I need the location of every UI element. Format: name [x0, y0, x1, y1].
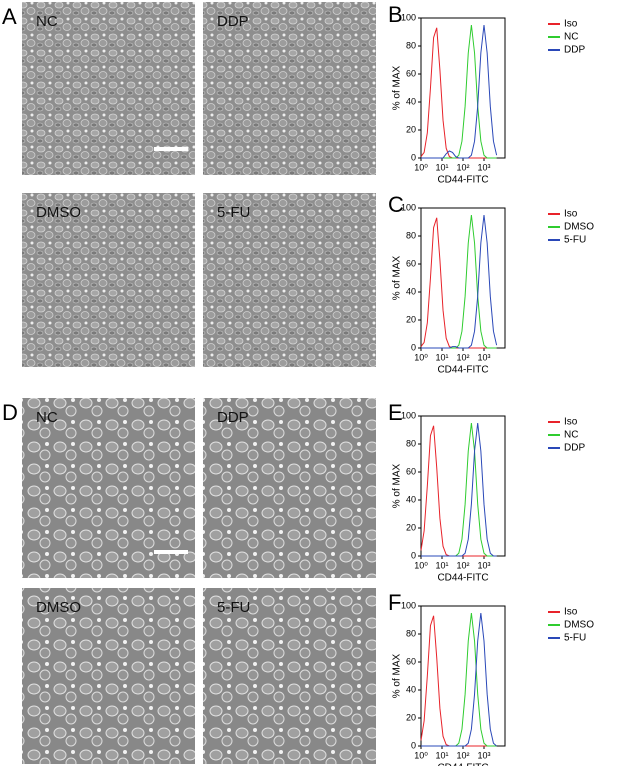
image-label: DMSO [36, 599, 81, 616]
y-tick-label: 100 [401, 410, 416, 420]
series-line [420, 615, 497, 747]
micrograph [203, 2, 376, 175]
image-label: NC [36, 409, 58, 426]
x-tick-label: 10¹ [435, 352, 448, 362]
x-tick-label: 10¹ [435, 162, 448, 172]
x-tick-label: 10¹ [435, 560, 448, 570]
legend-label: DDP [564, 443, 585, 454]
y-axis-label: % of MAX [392, 463, 403, 508]
y-tick-label: 80 [406, 230, 416, 240]
image-label: 5-FU [217, 204, 250, 221]
image-label: DMSO [36, 204, 81, 221]
y-tick-label: 60 [406, 656, 416, 666]
scale-bar [154, 550, 188, 554]
legend-label: NC [564, 430, 578, 441]
series-line [421, 24, 498, 159]
y-tick-label: 0 [411, 550, 416, 560]
series-line [421, 24, 497, 159]
legend-label: 5-FU [564, 235, 586, 246]
y-tick-label: 60 [406, 68, 416, 78]
x-tick-label: 10² [456, 560, 469, 570]
y-tick-label: 100 [401, 600, 416, 610]
legend-label: DDP [564, 45, 585, 56]
y-tick-label: 20 [406, 522, 416, 532]
x-tick-label: 10⁰ [414, 162, 428, 172]
y-axis-label: % of MAX [392, 65, 403, 110]
y-tick-label: 40 [406, 684, 416, 694]
x-tick-label: 10² [456, 162, 469, 172]
x-tick-label: 10³ [477, 162, 490, 172]
series-line [420, 425, 497, 557]
micrograph [22, 193, 195, 367]
y-tick-label: 100 [401, 202, 416, 212]
x-tick-label: 10¹ [435, 750, 448, 760]
series-line [420, 217, 497, 349]
legend-label: DMSO [564, 222, 594, 233]
x-tick-label: 10³ [477, 560, 490, 570]
x-tick-label: 10⁰ [414, 560, 428, 570]
panel-letter: E [388, 400, 403, 425]
micrograph [203, 398, 376, 578]
x-tick-label: 10² [456, 750, 469, 760]
image-label: DDP [217, 409, 249, 426]
x-tick-label: 10³ [477, 352, 490, 362]
series-line [421, 214, 498, 349]
panel-letter: B [388, 2, 403, 27]
y-tick-label: 40 [406, 286, 416, 296]
y-tick-label: 60 [406, 466, 416, 476]
y-tick-label: 0 [411, 740, 416, 750]
series-line [421, 612, 497, 747]
panel-letter: A [2, 4, 17, 29]
legend-label: Iso [564, 417, 578, 428]
x-axis-label: CD44-FITC [437, 763, 488, 766]
plot-frame [420, 415, 506, 557]
x-tick-label: 10³ [477, 750, 490, 760]
series-line [421, 422, 497, 557]
legend-label: Iso [564, 209, 578, 220]
x-tick-label: 10⁰ [414, 750, 428, 760]
y-tick-label: 60 [406, 258, 416, 268]
x-tick-label: 10⁰ [414, 352, 428, 362]
y-tick-label: 0 [411, 152, 416, 162]
legend-label: 5-FU [564, 633, 586, 644]
y-tick-label: 80 [406, 40, 416, 50]
y-axis-label: % of MAX [392, 653, 403, 698]
y-tick-label: 40 [406, 494, 416, 504]
x-axis-label: CD44-FITC [437, 175, 488, 186]
panel-letter: D [2, 400, 18, 425]
scale-bar [154, 147, 188, 151]
series-line [420, 27, 497, 159]
micrograph [22, 588, 195, 764]
legend-label: DMSO [564, 620, 594, 631]
y-tick-label: 20 [406, 712, 416, 722]
y-tick-label: 80 [406, 628, 416, 638]
y-tick-label: 0 [411, 342, 416, 352]
y-tick-label: 20 [406, 124, 416, 134]
x-tick-label: 10² [456, 352, 469, 362]
legend-label: NC [564, 32, 578, 43]
y-tick-label: 80 [406, 438, 416, 448]
legend-label: Iso [564, 607, 578, 618]
plot-frame [420, 605, 506, 747]
micrograph [203, 588, 376, 764]
image-label: 5-FU [217, 599, 250, 616]
x-axis-label: CD44-FITC [437, 573, 488, 584]
y-tick-label: 40 [406, 96, 416, 106]
micrograph [203, 193, 376, 367]
panel-letter: F [388, 590, 401, 615]
series-line [421, 214, 497, 349]
x-axis-label: CD44-FITC [437, 365, 488, 376]
micrograph [22, 398, 195, 578]
series-line [421, 422, 497, 557]
y-tick-label: 20 [406, 314, 416, 324]
legend-label: Iso [564, 19, 578, 30]
y-tick-label: 100 [401, 12, 416, 22]
image-label: DDP [217, 13, 249, 30]
series-line [421, 612, 497, 747]
panel-letter: C [388, 192, 404, 217]
image-label: NC [36, 13, 58, 30]
y-axis-label: % of MAX [392, 255, 403, 300]
micrograph [22, 2, 195, 175]
